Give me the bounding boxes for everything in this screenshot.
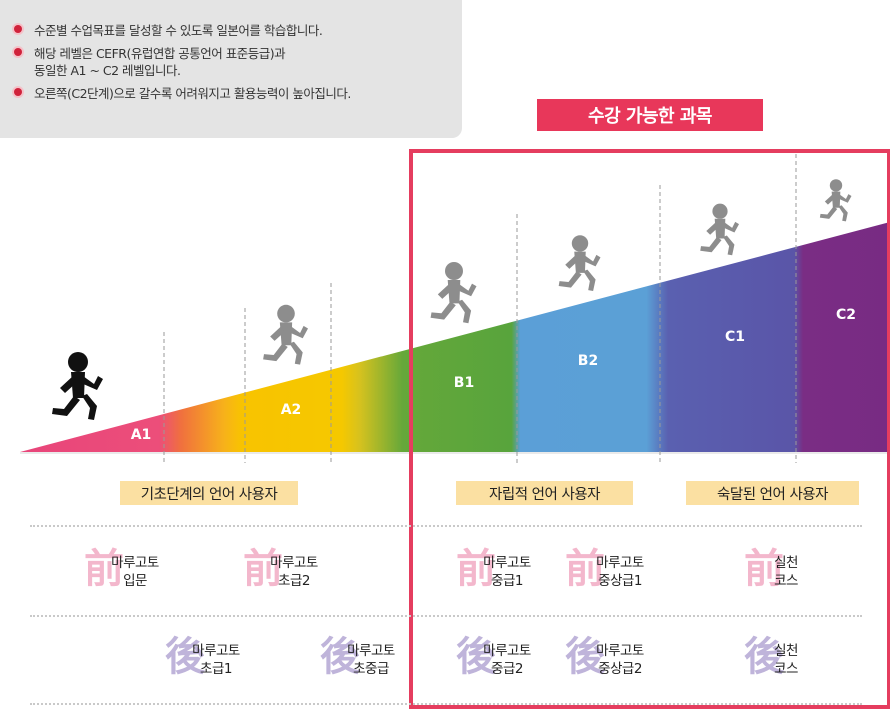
level-label-c1: C1 (725, 329, 745, 345)
group-label-independent: 자립적 언어 사용자 (456, 481, 633, 505)
level-ramp (20, 222, 890, 452)
course-title: 마루고토 입문 (111, 555, 159, 589)
front-glyph-icon: 前 (744, 546, 784, 592)
course-title: 실천 코스 (774, 555, 798, 589)
group-label-proficient: 숙달된 언어 사용자 (686, 481, 859, 505)
row-separator (30, 615, 862, 617)
runner-icon (52, 352, 103, 420)
level-label-b1: B1 (454, 375, 474, 391)
course-a1-front: 前 마루고토 입문 (84, 546, 204, 600)
course-b1-back: 後 마루고토 중급2 (456, 634, 576, 688)
course-title: 마루고토 중급2 (483, 643, 531, 677)
course-title: 마루고토 중상급2 (596, 643, 644, 677)
bullet-dot-icon (14, 88, 22, 96)
back-glyph-icon: 後 (565, 634, 605, 680)
level-label-c2: C2 (836, 307, 856, 323)
course-title: 마루고토 중급1 (483, 555, 531, 589)
info-list: 수준별 수업목표를 달성할 수 있도록 일본어를 학습합니다. 해당 레벨은 C… (0, 0, 462, 102)
course-a2-front: 前 마루고토 초급2 (243, 546, 363, 600)
back-glyph-icon: 後 (320, 634, 360, 680)
group-label-basic: 기초단계의 언어 사용자 (120, 481, 298, 505)
course-a1-back: 後 마루고토 초급1 (165, 634, 285, 688)
course-a2-back: 後 마루고토 초중급 (320, 634, 440, 688)
course-c-back: 後 실천 코스 (744, 634, 864, 688)
course-c-front: 前 실천 코스 (744, 546, 864, 600)
course-title: 마루고토 초급1 (192, 643, 240, 677)
course-b2-front: 前 마루고토 중상급1 (565, 546, 685, 600)
course-title: 마루고토 중상급1 (596, 555, 644, 589)
back-glyph-icon: 後 (165, 634, 205, 680)
course-b1-front: 前 마루고토 중급1 (456, 546, 576, 600)
front-glyph-icon: 前 (456, 546, 496, 592)
back-glyph-icon: 後 (744, 634, 784, 680)
available-courses-frame (409, 149, 890, 709)
info-box: 수준별 수업목표를 달성할 수 있도록 일본어를 학습합니다. 해당 레벨은 C… (0, 0, 462, 138)
course-title: 실천 코스 (774, 643, 798, 677)
info-item: 수준별 수업목표를 달성할 수 있도록 일본어를 학습합니다. (14, 22, 462, 39)
front-glyph-icon: 前 (243, 546, 283, 592)
row-separator (30, 703, 862, 705)
front-glyph-icon: 前 (84, 546, 124, 592)
course-title: 마루고토 초급2 (270, 555, 318, 589)
info-item: 오른쪽(C2단계)으로 갈수록 어려워지고 활용능력이 높아집니다. (14, 85, 462, 102)
level-label-a2: A2 (281, 402, 302, 418)
front-glyph-icon: 前 (565, 546, 605, 592)
runner-icon (263, 304, 308, 365)
level-label-b2: B2 (578, 353, 598, 369)
level-label-a1: A1 (131, 427, 152, 443)
back-glyph-icon: 後 (456, 634, 496, 680)
course-b2-back: 後 마루고토 중상급2 (565, 634, 685, 688)
row-separator (30, 525, 862, 527)
bullet-dot-icon (14, 48, 22, 56)
course-title: 마루고토 초중급 (347, 643, 395, 677)
bullet-dot-icon (14, 25, 22, 33)
info-item: 해당 레벨은 CEFR(유럽연합 공통언어 표준등급)과 동일한 A1 ~ C2 … (14, 45, 462, 79)
available-courses-label: 수강 가능한 과목 (537, 99, 763, 131)
